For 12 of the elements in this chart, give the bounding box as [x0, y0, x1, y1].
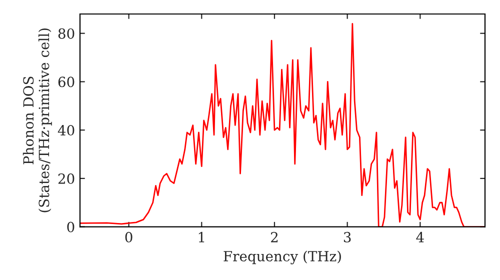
y-tick-label: 80 — [58, 28, 74, 39]
x-tick-label: 3 — [344, 232, 351, 242]
x-tick-label: 4 — [416, 232, 424, 242]
x-tick-label: 2 — [271, 232, 278, 242]
y-tick-label: 40 — [58, 125, 74, 136]
y-axis-title: Phonon DOS (States/THz·primitive cell) — [22, 28, 52, 212]
y-tick-label: 0 — [67, 222, 74, 232]
x-tick-label: 0 — [125, 232, 132, 242]
x-tick-label: 1 — [198, 232, 204, 242]
y-tick-label: 60 — [58, 76, 74, 88]
y-tick-label: 20 — [58, 173, 74, 184]
x-axis-title: Frequency (THz) — [224, 250, 341, 264]
